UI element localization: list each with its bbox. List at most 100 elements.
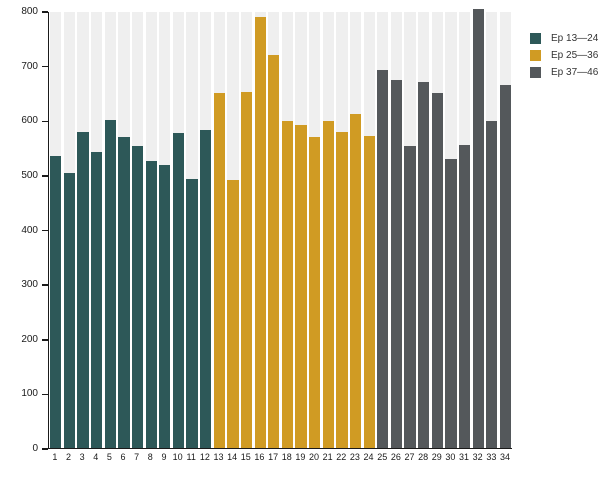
legend: Ep 13—24 Ep 25—36 Ep 37—46 — [530, 33, 598, 84]
y-axis-tick-mark — [42, 284, 48, 286]
bar-slot — [281, 12, 295, 448]
legend-item: Ep 13—24 — [530, 33, 598, 44]
y-axis-tick-label: 200 — [21, 333, 38, 345]
x-axis-tick-label: 18 — [281, 452, 292, 462]
bar — [363, 136, 375, 448]
bar — [63, 173, 76, 448]
y-axis-tick-mark — [42, 339, 48, 341]
legend-item-label: Ep 13—24 — [551, 33, 599, 44]
legend-item-label: Ep 25—36 — [551, 50, 599, 61]
bar — [431, 92, 443, 448]
x-axis-tick-label: 5 — [106, 452, 112, 462]
y-axis-tick-label: 800 — [21, 6, 38, 17]
y-axis-tick-label: 500 — [21, 169, 38, 181]
bar — [349, 113, 362, 448]
bar-slot — [471, 8, 485, 448]
bar-slot — [76, 12, 90, 448]
legend-item: Ep 25—36 — [530, 50, 598, 61]
bar-slot — [172, 12, 186, 448]
x-axis-tick-label: 6 — [120, 452, 126, 462]
bar — [254, 16, 266, 448]
legend-swatch — [530, 33, 541, 44]
bar-slot — [144, 12, 158, 448]
x-axis-tick-label: 8 — [147, 452, 153, 462]
bar-slot — [444, 12, 458, 448]
bar-slot — [485, 12, 499, 448]
bar-slot — [104, 12, 118, 448]
y-axis-tick-mark — [42, 65, 48, 68]
x-axis-tick-label: 20 — [308, 452, 319, 462]
x-axis-tick-label: 30 — [445, 452, 456, 462]
x-axis-tick-label: 3 — [79, 452, 85, 462]
x-axis-tick-label: 33 — [486, 452, 497, 462]
bar — [172, 133, 185, 448]
bar-slot — [417, 12, 431, 448]
x-axis-tick-label: 24 — [363, 452, 374, 462]
x-axis-tick-label: 26 — [390, 452, 401, 462]
y-axis-tick-mark — [42, 175, 48, 177]
x-axis-tick-label: 12 — [199, 452, 210, 462]
bar — [118, 136, 130, 448]
y-axis-tick-mark — [42, 229, 48, 232]
bar-slot — [322, 12, 336, 448]
bar-slot — [349, 12, 363, 448]
x-axis-tick-label: 11 — [186, 452, 196, 462]
bar — [336, 131, 348, 448]
bar-slot — [158, 12, 172, 448]
x-axis-tick-label: 28 — [418, 452, 429, 462]
bar-slot — [362, 12, 376, 448]
bar — [186, 178, 198, 448]
x-axis-tick-label: 22 — [336, 452, 347, 462]
y-axis-tick-label: 600 — [21, 115, 38, 127]
bar — [50, 156, 62, 448]
bar — [227, 179, 239, 448]
bar-slot — [213, 12, 227, 448]
bar-slot — [403, 12, 417, 448]
bar — [377, 69, 389, 448]
bar — [200, 129, 212, 448]
x-axis-tick-label: 10 — [172, 452, 183, 462]
bar-slot — [390, 12, 404, 448]
bar-slot — [226, 12, 240, 448]
legend-swatch — [530, 50, 541, 61]
x-axis-tick-label: 27 — [404, 452, 415, 462]
bar-slot — [253, 12, 267, 448]
y-axis-tick-label: 0 — [32, 443, 38, 454]
bar — [145, 160, 157, 448]
bar — [486, 121, 498, 448]
bar-slot — [90, 12, 104, 448]
bar — [499, 85, 512, 448]
bar-slot — [49, 12, 63, 448]
bar — [281, 121, 294, 448]
x-axis-tick-label: 21 — [322, 452, 333, 462]
x-axis-tick-label: 1 — [52, 452, 58, 462]
y-axis-tick-label: 300 — [21, 279, 38, 291]
y-axis-tick-label: 400 — [21, 224, 38, 236]
bar-slot — [117, 12, 131, 448]
plot-area — [48, 8, 512, 449]
x-axis-tick-label: 19 — [295, 452, 306, 462]
x-axis-tick-label: 29 — [431, 452, 442, 462]
bar-slot — [376, 12, 390, 448]
bar-slot — [431, 12, 445, 448]
x-axis-tick-label: 31 — [459, 452, 470, 462]
x-axis-tick-label: 9 — [161, 452, 167, 462]
legend-item-label: Ep 37—46 — [551, 67, 599, 78]
x-axis-tick-label: 2 — [65, 452, 71, 462]
bar — [131, 145, 144, 448]
y-axis-tick-mark — [42, 120, 48, 122]
bar-slot — [458, 12, 472, 448]
bar — [445, 159, 457, 448]
x-axis-tick-label: 17 — [268, 452, 279, 462]
bar — [418, 82, 430, 448]
bar — [268, 55, 280, 448]
x-axis-tick-label: 7 — [134, 452, 140, 462]
x-axis-tick-label: 16 — [254, 452, 265, 462]
bar-slot — [240, 12, 254, 448]
bar — [213, 93, 225, 448]
bar — [322, 121, 334, 448]
bar-slot — [335, 12, 349, 448]
x-axis-tick-label: 15 — [240, 452, 251, 462]
bar — [390, 80, 403, 448]
